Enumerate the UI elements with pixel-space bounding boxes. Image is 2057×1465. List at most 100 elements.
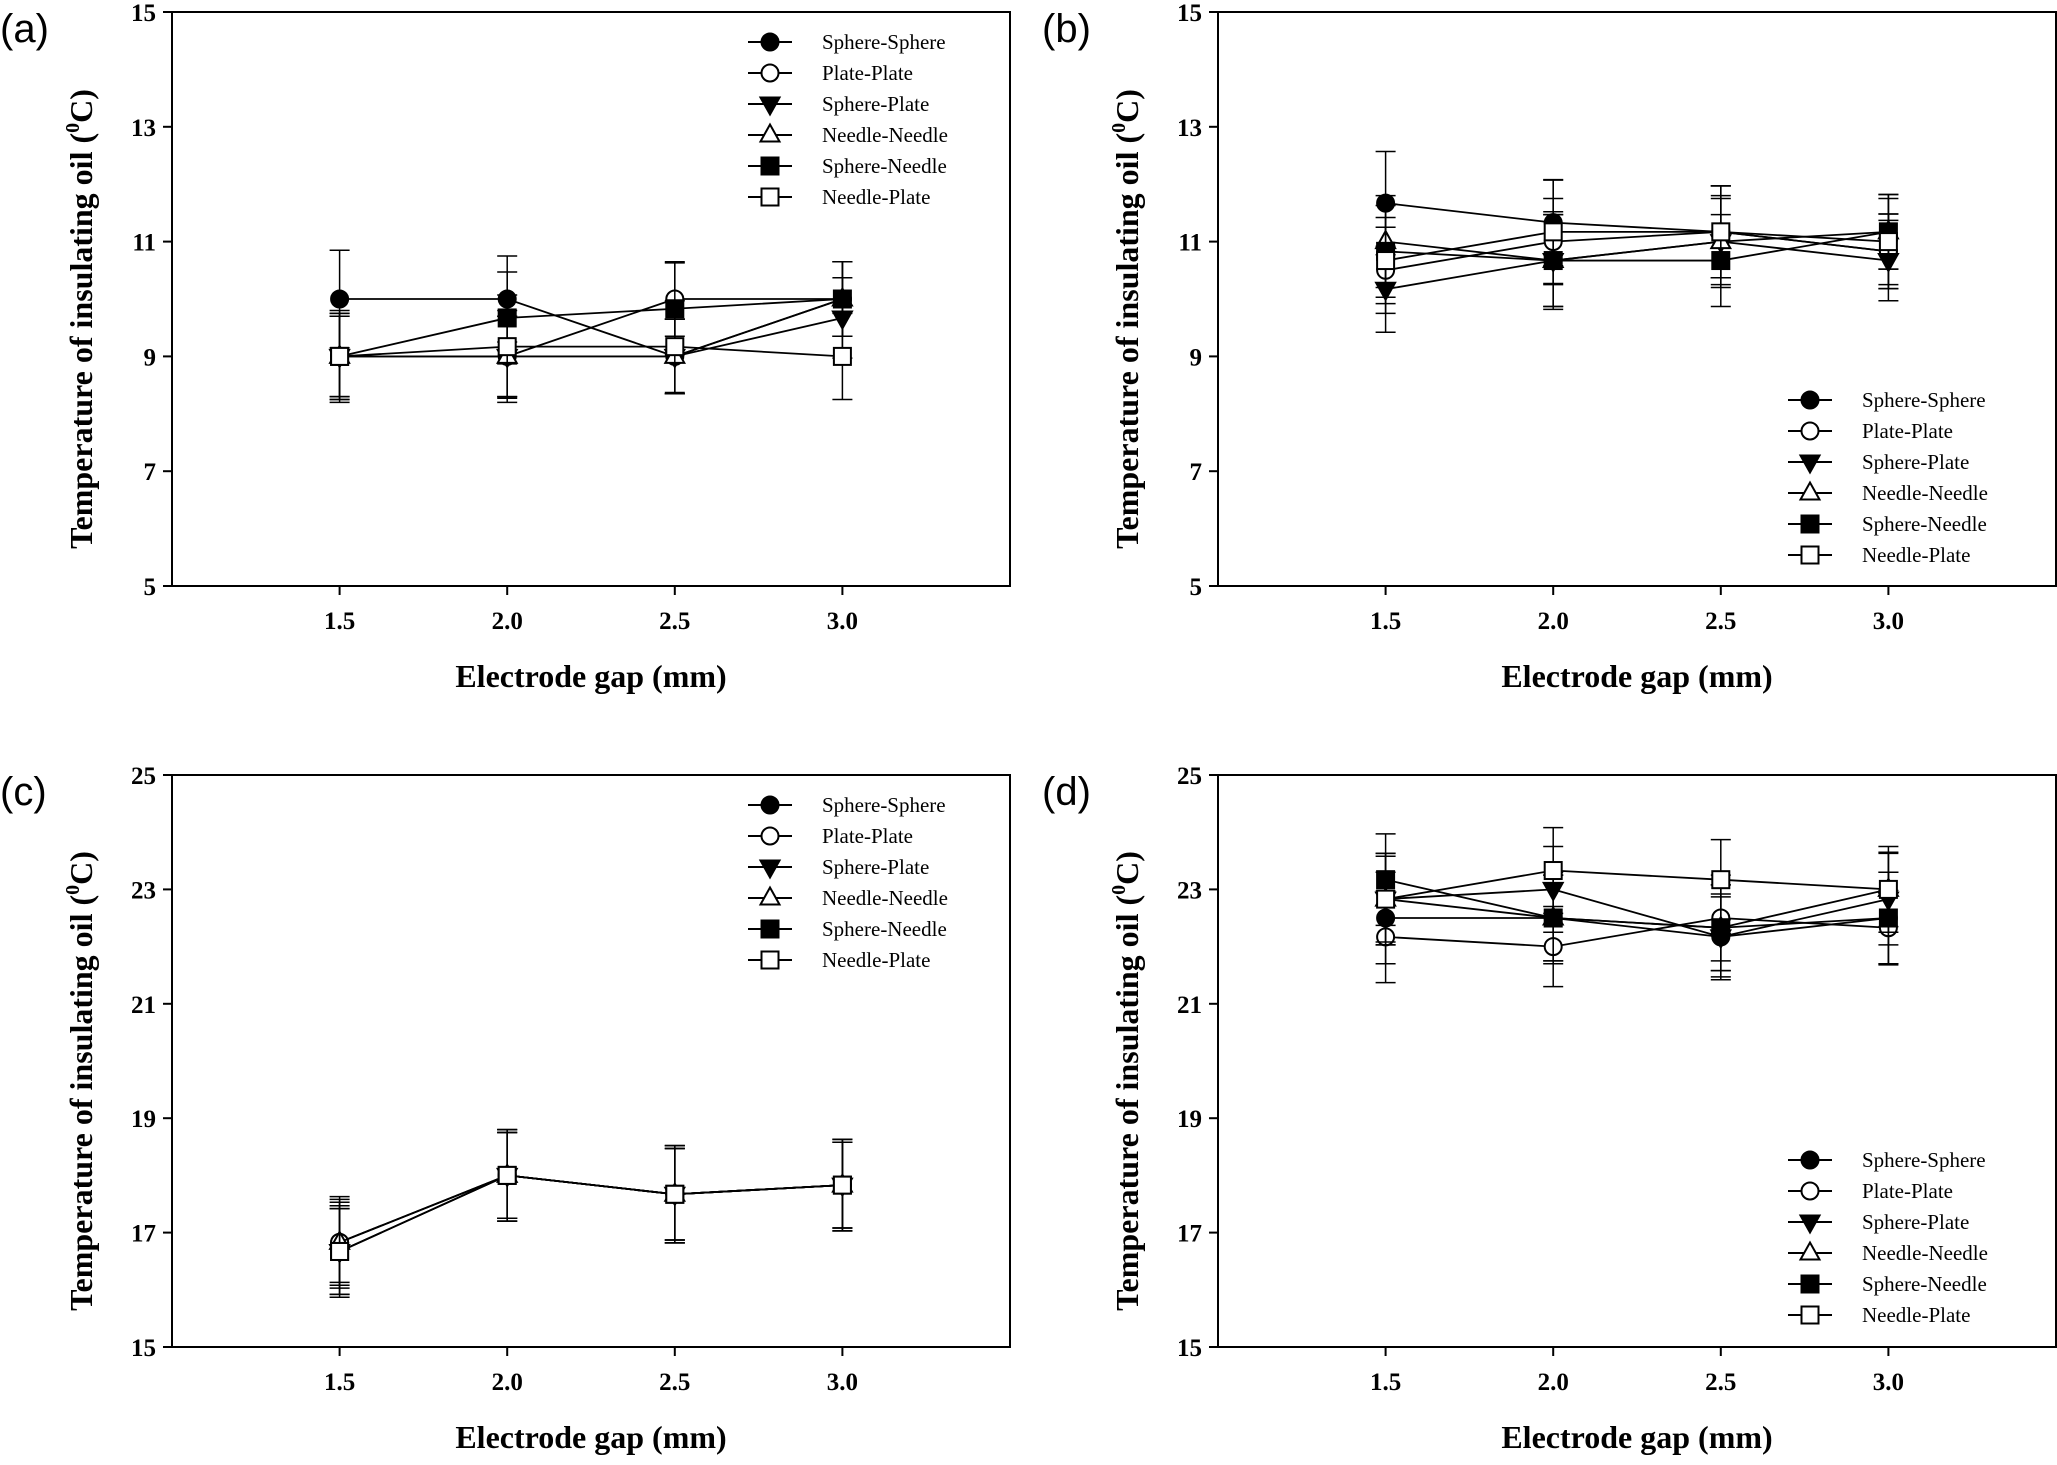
panel-label: (d) (1042, 770, 1091, 814)
series-sphere-sphere (1375, 150, 1899, 290)
plot-frame (171, 774, 1011, 1348)
y-tick-label: 21 (1177, 992, 1202, 1019)
legend-marker (760, 826, 780, 846)
series-needle-needle (328, 260, 854, 404)
legend-marker (758, 122, 782, 143)
data-point (1711, 870, 1731, 890)
y-tick-label: 19 (131, 1106, 156, 1133)
panel-label: (c) (0, 770, 47, 814)
data-point (1543, 861, 1563, 881)
data-point (832, 346, 852, 366)
legend-label: Sphere-Plate (822, 855, 929, 879)
series-needle-needle (1374, 851, 1900, 972)
series-sphere-plate (328, 1128, 854, 1296)
y-axis-title-sup: 0 (1108, 123, 1130, 133)
y-tick-label: 5 (1190, 574, 1203, 601)
series-sphere-plate (1374, 845, 1900, 978)
y-axis-title: Temperature of insulating oil (0C) (62, 89, 99, 549)
legend-label: Plate-Plate (1862, 419, 1953, 443)
y-axis-title-sup: 0 (1108, 885, 1130, 895)
y-axis-title-unit: C) (1109, 851, 1145, 885)
legend-label: Sphere-Sphere (1862, 388, 1986, 412)
series-sphere-sphere (329, 1128, 853, 1286)
y-axis-title-text: Temperature of insulating oil ( (1109, 133, 1145, 549)
legend-label: Sphere-Needle (822, 154, 947, 178)
y-tick-label: 11 (132, 230, 156, 257)
series-plate-plate (329, 1131, 853, 1284)
legend-label: Plate-Plate (822, 61, 913, 85)
data-point (330, 1241, 350, 1261)
x-tick-label: 1.5 (1370, 1369, 1401, 1396)
y-tick-label: 17 (131, 1221, 156, 1248)
y-tick-label: 21 (131, 992, 156, 1019)
legend-label: Needle-Needle (1862, 481, 1988, 505)
data-point (497, 1165, 517, 1185)
legend-label: Needle-Plate (1862, 1303, 1970, 1327)
data-point (1543, 222, 1563, 242)
y-axis-title-text: Temperature of insulating oil ( (63, 895, 99, 1311)
legend-label: Sphere-Needle (822, 917, 947, 941)
series-plate-plate (1375, 874, 1899, 988)
y-axis-title-sup: 0 (62, 885, 84, 895)
series-line (339, 345, 843, 358)
y-axis-title-text: Temperature of insulating oil ( (63, 133, 99, 549)
legend-marker (760, 156, 780, 176)
legend-label: Sphere-Needle (1862, 1272, 1987, 1296)
series-line (1385, 888, 1889, 938)
legend-marker (760, 32, 780, 52)
legend-label: Needle-Plate (822, 185, 930, 209)
legend-marker (1800, 514, 1820, 534)
data-point (1711, 222, 1731, 242)
data-point (330, 346, 350, 366)
y-tick-label: 15 (131, 1335, 156, 1362)
series-line (339, 1174, 843, 1253)
chart-panel-b: (b) 5 7 9 11 13 15 1.5 2.0 2.5 3.0 Electrode gap (m… (1042, 0, 2057, 694)
legend-marker (760, 919, 780, 939)
y-axis-title-text: Temperature of insulating oil ( (1109, 895, 1145, 1311)
legend-marker (760, 795, 780, 815)
series-needle-plate (1375, 826, 1899, 946)
y-tick-label: 15 (1177, 1335, 1202, 1362)
y-axis-title: Temperature of insulating oil (0C) (62, 851, 99, 1311)
legend-marker (760, 950, 780, 970)
legend: Sphere-Sphere Plate-Plate Sphere-Plate Need… (1788, 1148, 1988, 1327)
x-tick-label: 2.0 (492, 1369, 523, 1396)
series-needle-plate (329, 294, 853, 401)
series-plate-plate (329, 260, 853, 404)
y-tick-label: 23 (1177, 877, 1202, 904)
legend: Sphere-Sphere Plate-Plate Sphere-Plate Need… (1788, 388, 1988, 567)
x-tick-label: 2.5 (659, 608, 690, 635)
plot-frame (171, 11, 1011, 587)
data-point (497, 337, 517, 357)
y-axis-title-unit: C) (1109, 89, 1145, 123)
y-tick-label: 25 (131, 763, 156, 790)
legend-label: Needle-Plate (1862, 543, 1970, 567)
x-tick-label: 2.0 (1538, 1369, 1569, 1396)
y-tick-label: 15 (131, 0, 156, 27)
data-point (1376, 889, 1396, 909)
y-axis-title-sup: 0 (62, 123, 84, 133)
plot-frame (1217, 11, 2057, 587)
x-axis-title: Electrode gap (mm) (455, 1419, 726, 1455)
x-axis-title: Electrode gap (mm) (1501, 1419, 1772, 1455)
legend-label: Needle-Needle (1862, 1241, 1988, 1265)
legend: Sphere-Sphere Plate-Plate Sphere-Plate Need… (748, 30, 948, 209)
chart-panel-d: (d) 15 17 19 21 23 25 1.5 2.0 2.5 3.0 Electrode gap… (1042, 763, 2057, 1455)
x-tick-label: 1.5 (1370, 608, 1401, 635)
legend-marker (1800, 545, 1820, 565)
series-line (1385, 230, 1889, 262)
series-needle-plate (1375, 179, 1899, 305)
plot-frame (1217, 774, 2057, 1348)
y-axis-title: Temperature of insulating oil (0C) (1108, 851, 1145, 1311)
legend-label: Sphere-Plate (1862, 1210, 1969, 1234)
legend-marker (760, 187, 780, 207)
y-tick-label: 23 (131, 877, 156, 904)
legend-marker (760, 63, 780, 83)
legend-marker (1798, 480, 1822, 501)
series-line (1385, 869, 1889, 901)
legend-marker (1800, 390, 1820, 410)
legend-marker (758, 859, 782, 880)
y-tick-label: 7 (1190, 459, 1203, 486)
legend-marker (758, 885, 782, 906)
